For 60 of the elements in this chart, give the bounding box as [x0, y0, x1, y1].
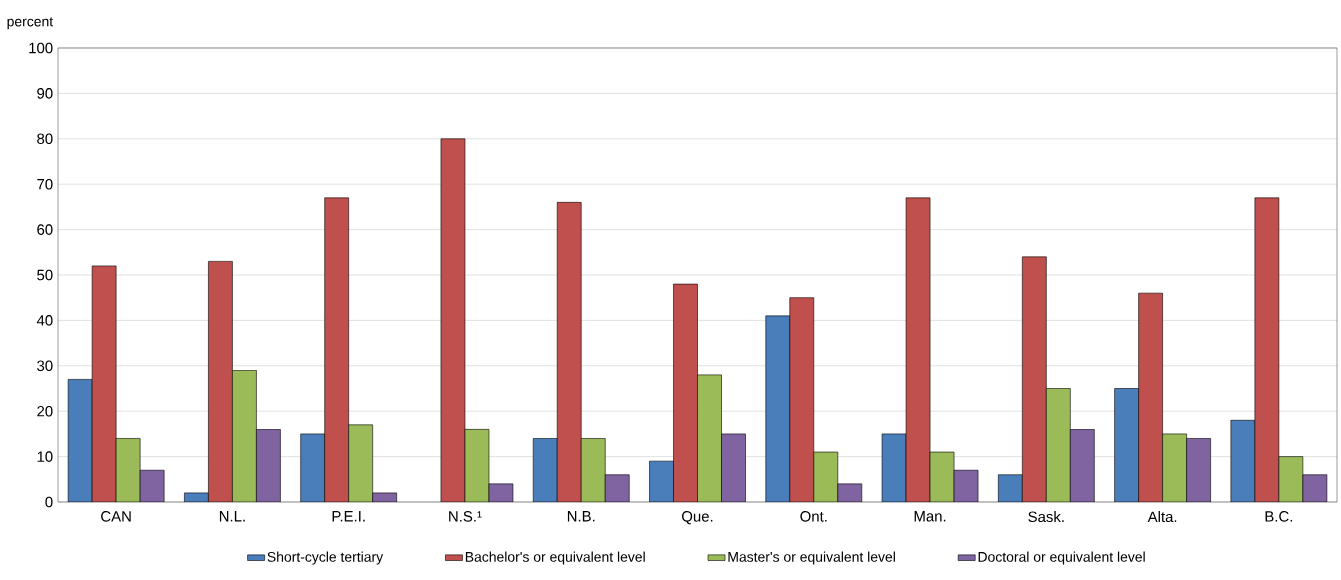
legend-label: Bachelor's or equivalent level: [465, 551, 645, 565]
y-tick-label: 70: [37, 178, 53, 190]
bar: [998, 474, 1023, 502]
bar: [91, 265, 117, 502]
y-tick-label: 50: [37, 269, 53, 281]
legend-label: Master's or equivalent level: [728, 551, 895, 565]
x-tick-label: CAN: [101, 511, 131, 522]
bar: [605, 474, 630, 502]
x-tick-label: N.B.: [567, 511, 595, 522]
x-tick-label: N.S.¹: [449, 511, 482, 522]
bar: [765, 315, 790, 502]
bar: [1186, 438, 1211, 502]
y-tick-label: 0: [45, 496, 53, 508]
y-tick-label: 100: [29, 42, 53, 54]
bar: [232, 370, 257, 502]
bar: [813, 452, 838, 502]
bar: [697, 374, 722, 502]
bar: [673, 284, 698, 502]
bar: [324, 197, 349, 502]
bar: [1230, 419, 1256, 502]
x-tick-label: P.E.I.: [332, 511, 365, 522]
bar: [789, 297, 814, 502]
bar: [1070, 429, 1095, 502]
y-axis-title: percent: [7, 17, 54, 30]
legend-label: Short-cycle tertiary: [267, 551, 384, 565]
y-tick-label: 10: [37, 451, 53, 462]
bar: [557, 202, 582, 502]
x-tick-label: Man.: [914, 511, 946, 522]
x-tick-label: Alta.: [1147, 511, 1177, 523]
y-tick-label: 40: [36, 315, 53, 326]
bar: [300, 433, 325, 502]
y-tick-label: 30: [37, 360, 53, 372]
bar: [1046, 388, 1071, 502]
bar: [256, 429, 281, 502]
bar: [906, 197, 931, 502]
bar: [1138, 293, 1163, 502]
x-tick-label: B.C.: [1265, 511, 1293, 522]
y-tick-label: 90: [37, 88, 53, 99]
x-tick-label: Sask.: [1028, 511, 1064, 523]
bar: [533, 438, 558, 502]
y-tick-label: 80: [37, 133, 53, 145]
x-tick-label: Ont.: [800, 511, 827, 522]
bar: [464, 429, 489, 502]
bar: [1254, 197, 1280, 502]
bar: [581, 438, 606, 502]
legend-label: Doctoral or equivalent level: [978, 551, 1145, 565]
x-tick-label: N.L.: [219, 511, 245, 522]
bar: [1162, 433, 1187, 502]
bar: [67, 379, 93, 502]
y-tick-label: 20: [37, 405, 53, 417]
bar: [1114, 388, 1139, 502]
y-tick-label: 60: [37, 224, 53, 235]
bar: [721, 433, 746, 502]
bar: [440, 138, 465, 502]
bar: [1022, 256, 1047, 502]
x-tick-label: Que.: [682, 511, 713, 525]
bar: [649, 461, 674, 502]
bar: [208, 261, 233, 502]
bar: [837, 483, 862, 502]
bar: [348, 424, 373, 502]
